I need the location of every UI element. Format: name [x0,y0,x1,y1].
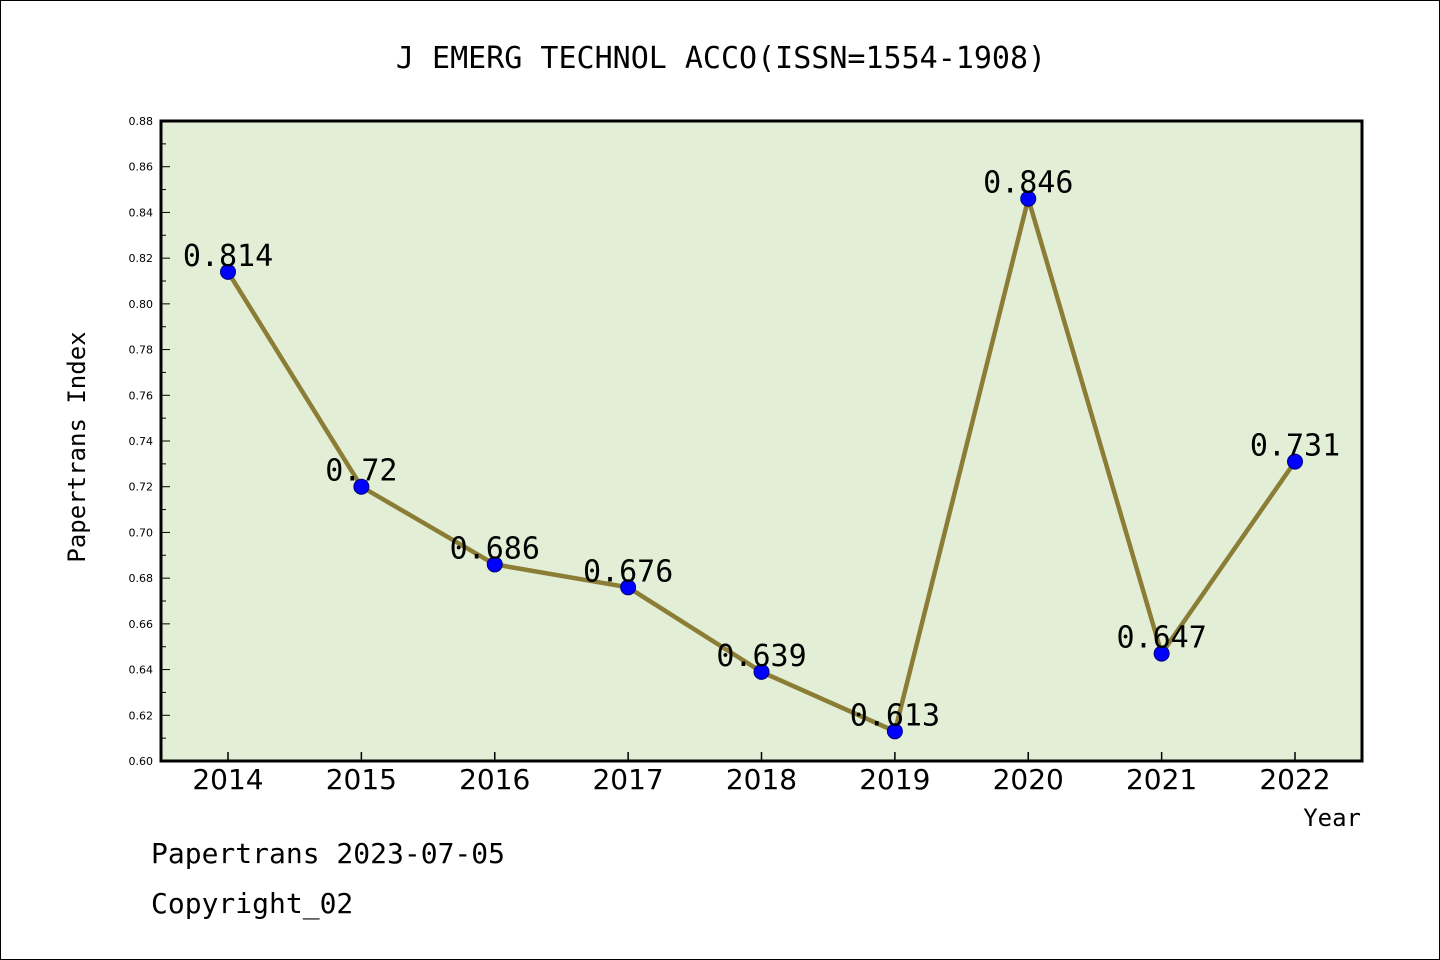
data-point-2019 [886,723,903,740]
data-label-2016: 0.686 [450,531,540,566]
data-label-2019: 0.613 [850,698,940,733]
x-tick-label: 2016 [459,763,530,796]
y-tick-label: 0.62 [129,709,154,722]
data-point-2016 [486,556,503,573]
x-tick-label: 2022 [1259,763,1330,796]
y-axis-title: Papertrans Index [63,331,91,562]
x-tick-label: 2017 [592,763,663,796]
y-tick-label: 0.78 [129,344,154,357]
y-tick-label: 0.68 [129,572,154,585]
data-markers [220,190,1303,740]
y-tick-label: 0.76 [129,389,154,402]
footer-copyright: Copyright_02 [151,887,354,920]
data-label-2020: 0.846 [983,166,1073,201]
data-point-2014 [220,263,236,280]
data-label-2017: 0.676 [583,554,673,589]
y-tick-label: 0.60 [129,755,154,768]
data-point-2017 [620,579,637,596]
data-label-2022: 0.731 [1250,429,1340,464]
data-point-2021 [1153,645,1170,662]
data-label-2018: 0.639 [716,639,806,674]
y-tick-label: 0.70 [129,526,154,539]
x-axis: 2014 2015 2016 2017 2018 2019 2020 2021 2022 [192,752,1331,796]
data-point-2020 [1020,190,1037,207]
chart-title: J EMERG TECHNOL ACCO(ISSN=1554-1908) [396,41,1046,76]
y-tick-label: 0.84 [129,206,154,219]
x-tick-label: 2021 [1126,763,1197,796]
y-tick-label: 0.64 [129,664,154,677]
y-tick-label: 0.88 [129,115,154,128]
y-axis: 0.60 0.62 0.64 0.66 0.68 0.70 0.72 0.74 0.76 0.78… [129,115,170,768]
data-label-2021: 0.647 [1116,621,1206,656]
data-labels: 0.814 0.72 0.686 0.676 0.639 0.613 0.846 0.647 0… [183,166,1340,734]
data-point-2015 [353,478,370,495]
y-tick-label: 0.74 [129,435,154,448]
data-point-2018 [753,663,770,680]
x-axis-title: Year [1303,804,1361,832]
x-tick-label: 2014 [192,763,263,796]
y-tick-label: 0.72 [129,481,154,494]
x-tick-label: 2018 [726,763,797,796]
data-label-2014: 0.814 [183,239,273,274]
y-tick-label: 0.80 [129,298,154,311]
x-tick-label: 2015 [326,763,397,796]
data-label-2015: 0.72 [325,454,397,489]
y-tick-label: 0.82 [129,252,154,265]
y-tick-label: 0.86 [129,161,154,174]
y-tick-label: 0.66 [129,618,154,631]
x-tick-label: 2019 [859,763,930,796]
x-tick-label: 2020 [993,763,1064,796]
footer-date: Papertrans 2023-07-05 [151,837,506,870]
data-point-2022 [1287,453,1303,470]
